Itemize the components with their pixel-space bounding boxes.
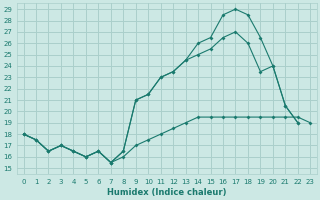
X-axis label: Humidex (Indice chaleur): Humidex (Indice chaleur): [107, 188, 227, 197]
